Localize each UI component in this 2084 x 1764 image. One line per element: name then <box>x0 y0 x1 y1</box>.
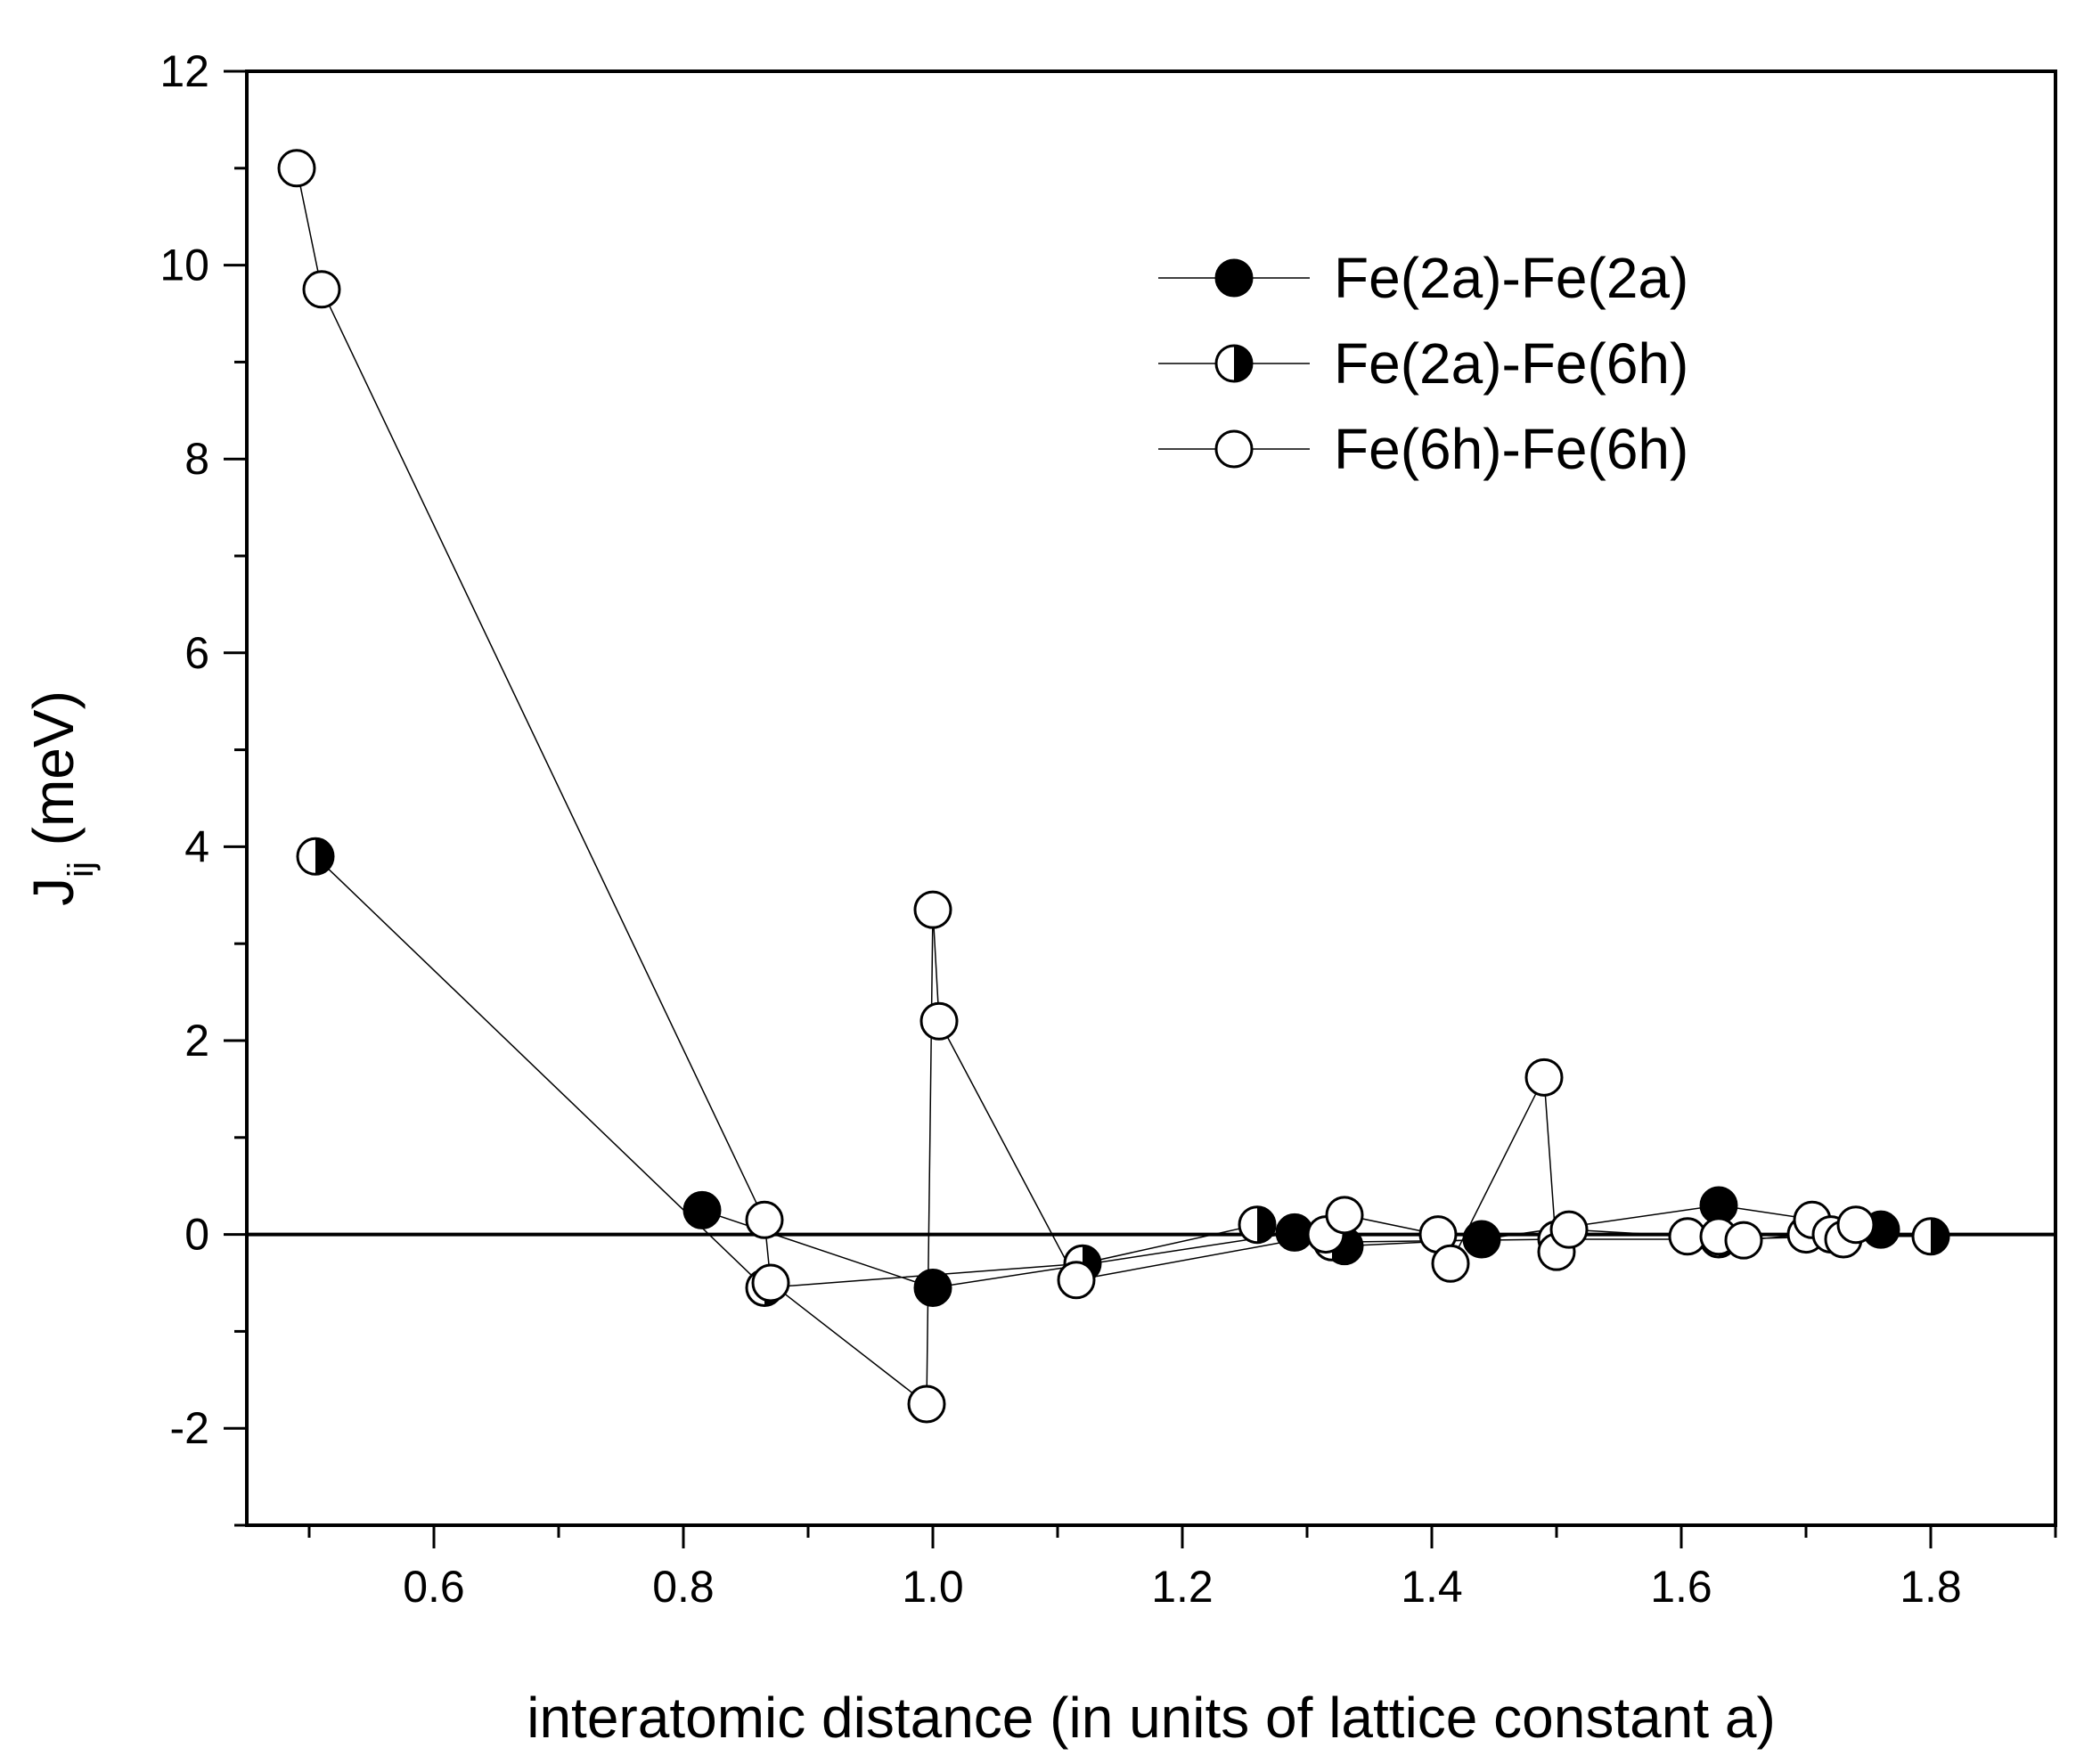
data-point-series-3 <box>1724 1221 1763 1260</box>
legend: Fe(2a)-Fe(2a) Fe(2a)-Fe(6h) Fe(6h)-Fe(6h) <box>1158 246 1688 481</box>
legend-label: Fe(2a)-Fe(6h) <box>1334 331 1688 396</box>
data-point-series-3 <box>1431 1244 1470 1283</box>
x-tick-label: 0.8 <box>652 1562 715 1612</box>
y-axis-label-sub: ij <box>61 862 101 878</box>
data-point-series-3 <box>751 1263 790 1303</box>
y-axis-label: Jij (meV) <box>21 690 101 906</box>
plot-area <box>245 69 2057 1527</box>
legend-label: Fe(6h)-Fe(6h) <box>1334 417 1688 481</box>
x-tick-label: 1.6 <box>1650 1562 1712 1612</box>
data-point-series-3 <box>919 1001 959 1041</box>
legend-marker <box>1214 429 1254 469</box>
data-point-series-3 <box>277 149 316 188</box>
data-point-series-3 <box>1057 1261 1096 1300</box>
data-point-series-1 <box>682 1190 722 1229</box>
legend-label: Fe(2a)-Fe(2a) <box>1334 246 1688 310</box>
y-axis-label-main: J <box>21 878 86 906</box>
legend-item-2: Fe(2a)-Fe(6h) <box>1158 331 1688 396</box>
series-markers <box>277 149 1950 1424</box>
data-point-series-1 <box>913 1268 952 1307</box>
data-point-series-3 <box>1549 1210 1589 1249</box>
legend-item-1: Fe(2a)-Fe(2a) <box>1158 246 1688 310</box>
y-tick-label: -2 <box>170 1403 209 1453</box>
data-point-series-2 <box>1911 1217 1950 1256</box>
y-tick-label: 2 <box>184 1016 209 1066</box>
data-point-series-3 <box>1524 1058 1564 1097</box>
x-axis-label: interatomic distance (in units of lattic… <box>527 1686 1776 1750</box>
data-point-series-2 <box>1238 1205 1277 1245</box>
y-tick-label: 6 <box>184 628 209 678</box>
y-tick-label: 8 <box>184 434 209 484</box>
data-point-series-3 <box>907 1384 946 1424</box>
legend-item-3: Fe(6h)-Fe(6h) <box>1158 417 1688 481</box>
x-tick-label: 1.4 <box>1401 1562 1463 1612</box>
legend-marker <box>1214 344 1254 383</box>
data-point-series-3 <box>745 1200 784 1239</box>
data-point-series-3 <box>302 270 341 309</box>
data-point-series-3 <box>1836 1205 1876 1245</box>
data-point-series-1 <box>1462 1220 1501 1259</box>
y-tick-label: 10 <box>159 241 209 290</box>
data-point-series-2 <box>296 837 335 876</box>
legend-marker <box>1214 258 1254 298</box>
x-tick-label: 1.8 <box>1900 1562 1962 1612</box>
y-tick-label: 0 <box>184 1210 209 1260</box>
data-point-series-3 <box>1325 1196 1364 1235</box>
data-point-series-3 <box>913 890 952 929</box>
x-tick-label: 1.2 <box>1151 1562 1214 1612</box>
x-tick-label: 1.0 <box>902 1562 964 1612</box>
x-tick-label: 0.6 <box>403 1562 465 1612</box>
y-axis-label-unit: (meV) <box>21 690 86 862</box>
axes: 0.6 0.8 1.0 1.2 1.4 1.6 1.8 -2 0 2 4 6 8 10 12 <box>159 46 2057 1612</box>
y-tick-label: 12 <box>159 46 209 96</box>
y-tick-label: 4 <box>184 821 209 871</box>
